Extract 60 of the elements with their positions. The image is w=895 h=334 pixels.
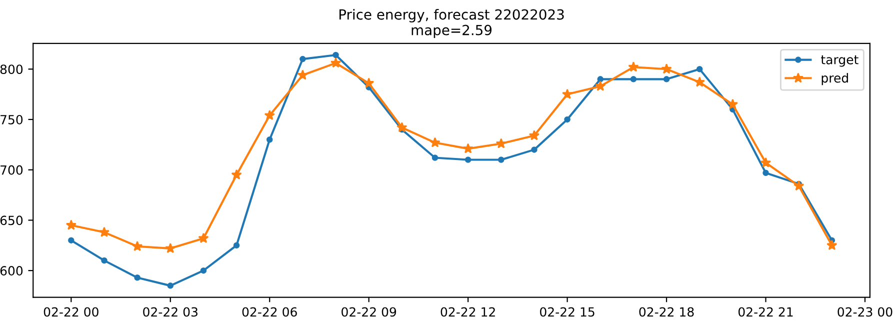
point <box>231 169 242 180</box>
point <box>464 156 472 163</box>
point <box>98 226 110 237</box>
x-tick-label: 02-23 00 <box>838 307 892 317</box>
x-tick-label: 02-22 12 <box>440 307 495 317</box>
point <box>794 180 804 191</box>
point <box>198 232 209 243</box>
x-tick-label: 02-22 18 <box>639 307 694 317</box>
point <box>663 76 670 82</box>
point <box>233 242 240 249</box>
point <box>167 282 174 289</box>
point <box>562 88 573 99</box>
y-tick-label: 750 <box>0 114 23 124</box>
point <box>200 267 207 274</box>
point <box>66 220 76 230</box>
point <box>531 146 538 153</box>
point <box>364 78 374 88</box>
x-tick-label: 02-22 09 <box>342 307 396 317</box>
point <box>266 136 273 143</box>
point <box>432 154 438 161</box>
point <box>496 138 506 148</box>
point <box>462 143 474 154</box>
point <box>332 52 339 58</box>
point <box>762 170 769 176</box>
point <box>696 66 703 72</box>
point <box>498 156 504 163</box>
point <box>528 130 540 140</box>
point <box>101 257 108 264</box>
y-tick-label: 800 <box>0 64 23 74</box>
x-tick-label: 02-22 00 <box>44 307 98 317</box>
point <box>661 64 672 74</box>
point <box>430 137 440 148</box>
point <box>630 76 637 82</box>
point <box>694 76 705 87</box>
point <box>564 116 570 123</box>
chart-title: Price energy, forecast 22022023 mape=2.59 <box>339 8 564 38</box>
point <box>396 122 408 132</box>
y-tick-label: 700 <box>0 165 23 175</box>
legend-label: target <box>821 55 858 67</box>
y-tick-label: 600 <box>0 266 23 276</box>
x-tick-label: 02-22 21 <box>738 307 793 317</box>
point <box>595 80 606 91</box>
y-tick-label: 650 <box>0 216 23 226</box>
x-tick-label: 02-22 15 <box>540 307 594 317</box>
point <box>727 98 738 109</box>
x-tick-label: 02-22 06 <box>242 307 297 317</box>
point <box>297 70 308 80</box>
point <box>68 237 74 244</box>
point <box>330 58 342 68</box>
point <box>826 240 838 250</box>
point <box>165 242 176 254</box>
point <box>597 76 604 82</box>
point <box>132 240 143 252</box>
point <box>134 274 140 281</box>
point <box>300 56 306 62</box>
legend-label: pred <box>822 73 848 86</box>
point <box>628 62 639 72</box>
point <box>264 110 275 120</box>
x-tick-label: 02-22 03 <box>143 307 198 317</box>
point <box>760 157 772 168</box>
